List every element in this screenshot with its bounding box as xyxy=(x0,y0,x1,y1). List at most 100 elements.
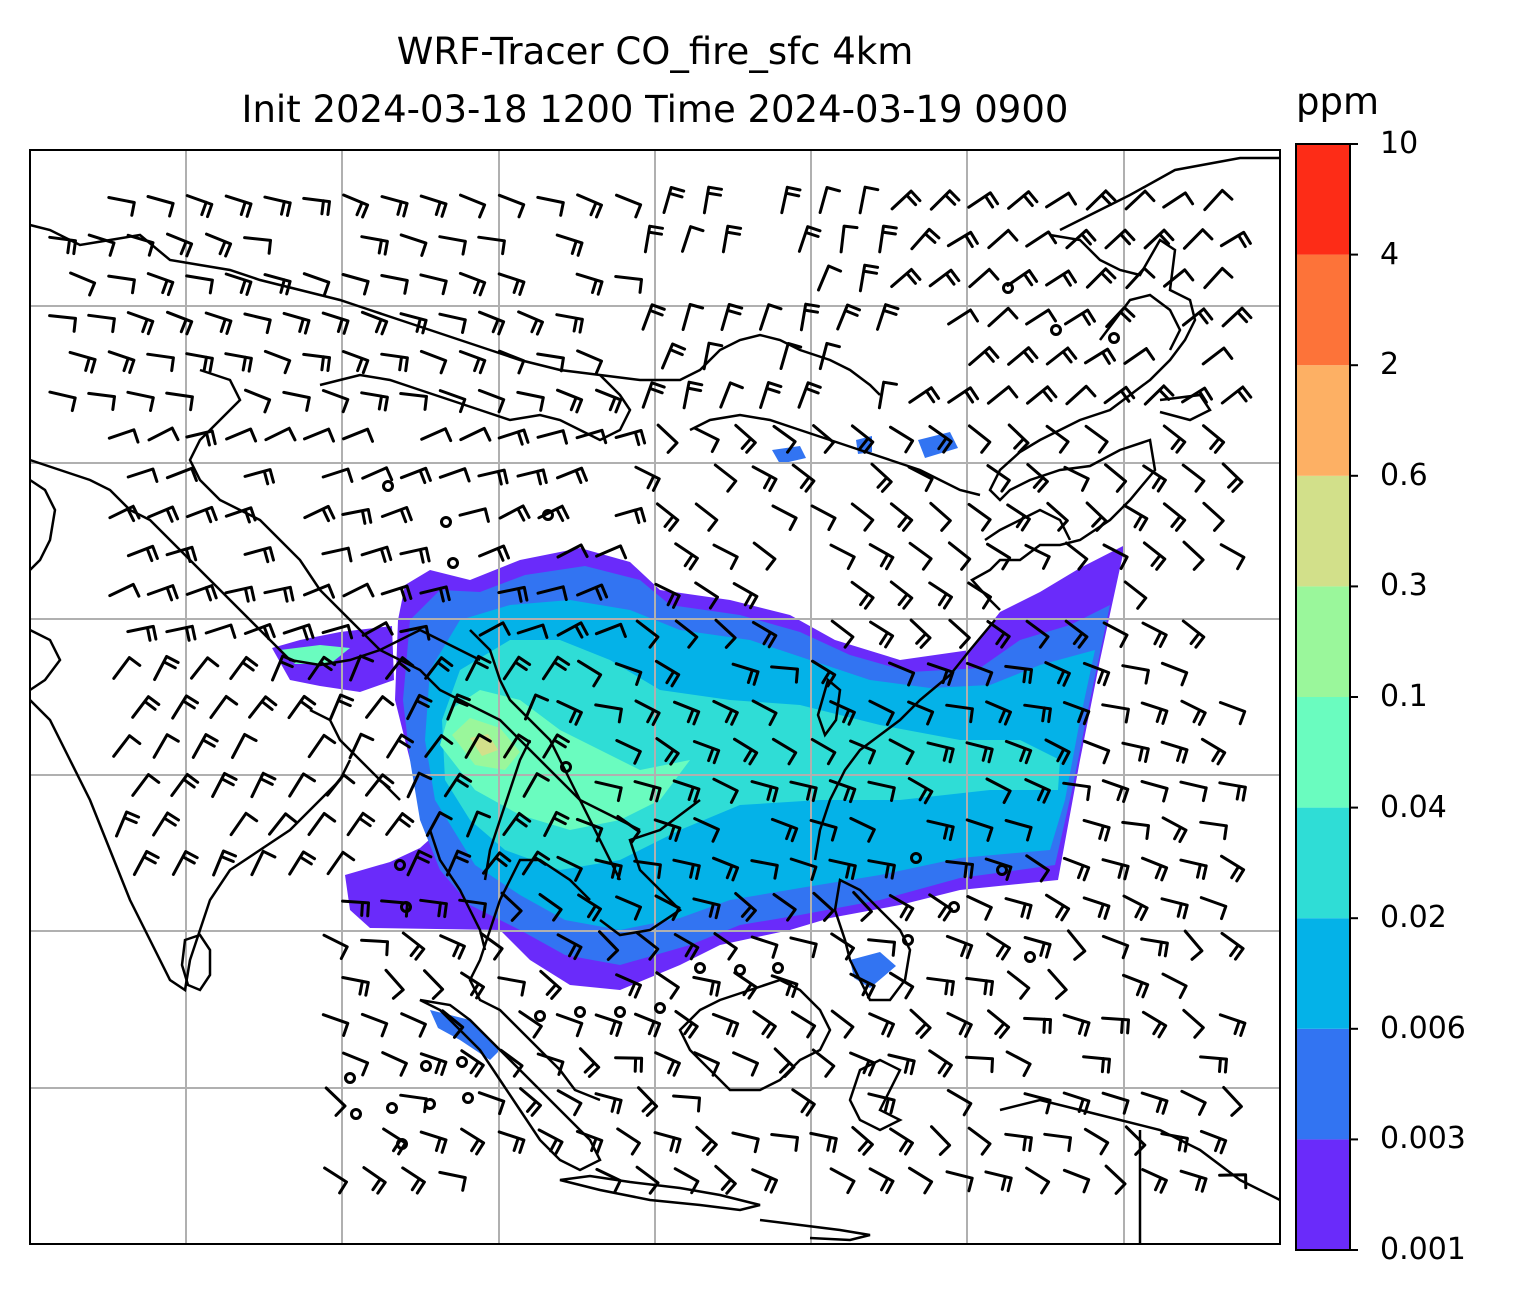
wind-barb xyxy=(282,390,311,412)
wind-barb xyxy=(719,381,744,409)
wind-barb xyxy=(1083,1127,1110,1156)
wind-barb xyxy=(929,501,952,532)
wind-barb xyxy=(810,738,837,766)
wind-barb xyxy=(577,659,603,688)
wind-barb xyxy=(348,732,375,760)
wind-barb xyxy=(458,350,487,375)
wind-barb xyxy=(829,543,856,570)
colorbar xyxy=(1295,143,1358,1251)
wind-barb xyxy=(771,737,798,766)
wind-barb xyxy=(302,196,331,216)
wind-barb xyxy=(112,656,142,680)
calm-wind-circle xyxy=(948,901,960,913)
wind-barb xyxy=(1004,1132,1033,1153)
wind-barb xyxy=(889,502,914,532)
wind-barb xyxy=(908,541,933,571)
wind-barb xyxy=(734,892,757,922)
wind-barb xyxy=(342,1051,370,1077)
wind-barb xyxy=(1025,1166,1051,1195)
wind-barb xyxy=(654,582,681,609)
wind-barb xyxy=(1044,738,1071,765)
calm-wind-circle xyxy=(996,864,1008,876)
calm-wind-circle xyxy=(350,1108,362,1120)
wind-barb xyxy=(809,818,838,842)
wind-barb xyxy=(928,268,961,288)
wind-barb xyxy=(107,428,140,444)
wind-barb xyxy=(779,342,803,370)
wind-barb xyxy=(1006,269,1039,287)
wind-barb xyxy=(1024,543,1051,570)
wind-barb xyxy=(556,543,589,559)
colorbar-segment xyxy=(1296,918,1350,1029)
colorbar-segment xyxy=(1296,807,1350,919)
wind-barb xyxy=(633,780,662,803)
wind-barb xyxy=(1064,308,1096,326)
wind-barb xyxy=(1045,893,1071,922)
wind-barb xyxy=(1082,661,1111,687)
wind-barb xyxy=(425,811,453,837)
wind-barb xyxy=(497,193,526,219)
wind-barb xyxy=(1064,619,1089,649)
wind-barb xyxy=(248,695,278,719)
wind-barb xyxy=(594,780,623,803)
wind-barb xyxy=(380,274,409,295)
wind-barb xyxy=(423,969,445,1000)
tracer-speckle-north xyxy=(772,432,958,464)
wind-barb xyxy=(458,898,487,919)
wind-barb xyxy=(965,1055,994,1074)
wind-barb xyxy=(126,544,159,563)
wind-barb xyxy=(1160,661,1189,687)
wind-barb xyxy=(734,423,757,454)
wind-barb xyxy=(384,968,405,1000)
wind-barb xyxy=(1082,739,1111,765)
wind-barb xyxy=(672,779,701,803)
wind-barb xyxy=(1122,503,1149,532)
wind-barb xyxy=(1218,701,1247,726)
wind-barb xyxy=(438,235,467,256)
wind-barb xyxy=(497,976,526,997)
wind-barb xyxy=(693,426,720,453)
wind-barb xyxy=(877,380,898,410)
wind-barb xyxy=(424,734,454,758)
wind-barb xyxy=(1045,346,1078,366)
plot-subtitle: Init 2024-03-18 1200 Time 2024-03-19 090… xyxy=(241,88,1069,131)
wind-barb xyxy=(598,930,620,961)
wind-barb xyxy=(264,426,297,442)
wind-barb xyxy=(107,196,136,217)
wind-barb xyxy=(926,976,955,997)
wind-barb xyxy=(386,733,414,759)
wind-barb xyxy=(1004,819,1033,842)
colorbar-unit-label: ppm xyxy=(1296,80,1380,123)
coast-india xyxy=(29,699,352,993)
wind-barb xyxy=(635,1165,660,1195)
wind-barb xyxy=(250,771,277,799)
wind-barb xyxy=(360,545,393,563)
wind-barb xyxy=(908,386,941,404)
wind-barb xyxy=(614,506,647,525)
wind-barb xyxy=(1045,191,1077,209)
wind-barb xyxy=(326,850,356,876)
wind-barb xyxy=(811,1048,836,1078)
wind-barb xyxy=(1045,424,1070,454)
wind-barb xyxy=(307,812,337,836)
wind-barb xyxy=(985,777,1012,804)
wind-barb xyxy=(888,894,915,922)
wind-barb xyxy=(362,1166,387,1195)
wind-barb xyxy=(541,655,571,681)
wind-barb xyxy=(459,426,492,442)
wind-barb xyxy=(1199,820,1228,841)
wind-barb xyxy=(302,352,331,372)
wind-barb xyxy=(615,973,642,999)
wind-barb xyxy=(244,388,272,414)
wind-barb xyxy=(789,936,818,959)
wind-barb xyxy=(153,655,180,681)
wind-barb xyxy=(759,303,783,331)
wind-barb xyxy=(224,585,256,603)
calm-wind-circle xyxy=(534,1010,546,1022)
wind-barb xyxy=(1125,266,1156,290)
wind-barb xyxy=(360,1012,389,1038)
wind-barb xyxy=(682,380,704,410)
calm-wind-circle xyxy=(772,962,784,974)
calm-wind-circle xyxy=(396,1138,408,1150)
